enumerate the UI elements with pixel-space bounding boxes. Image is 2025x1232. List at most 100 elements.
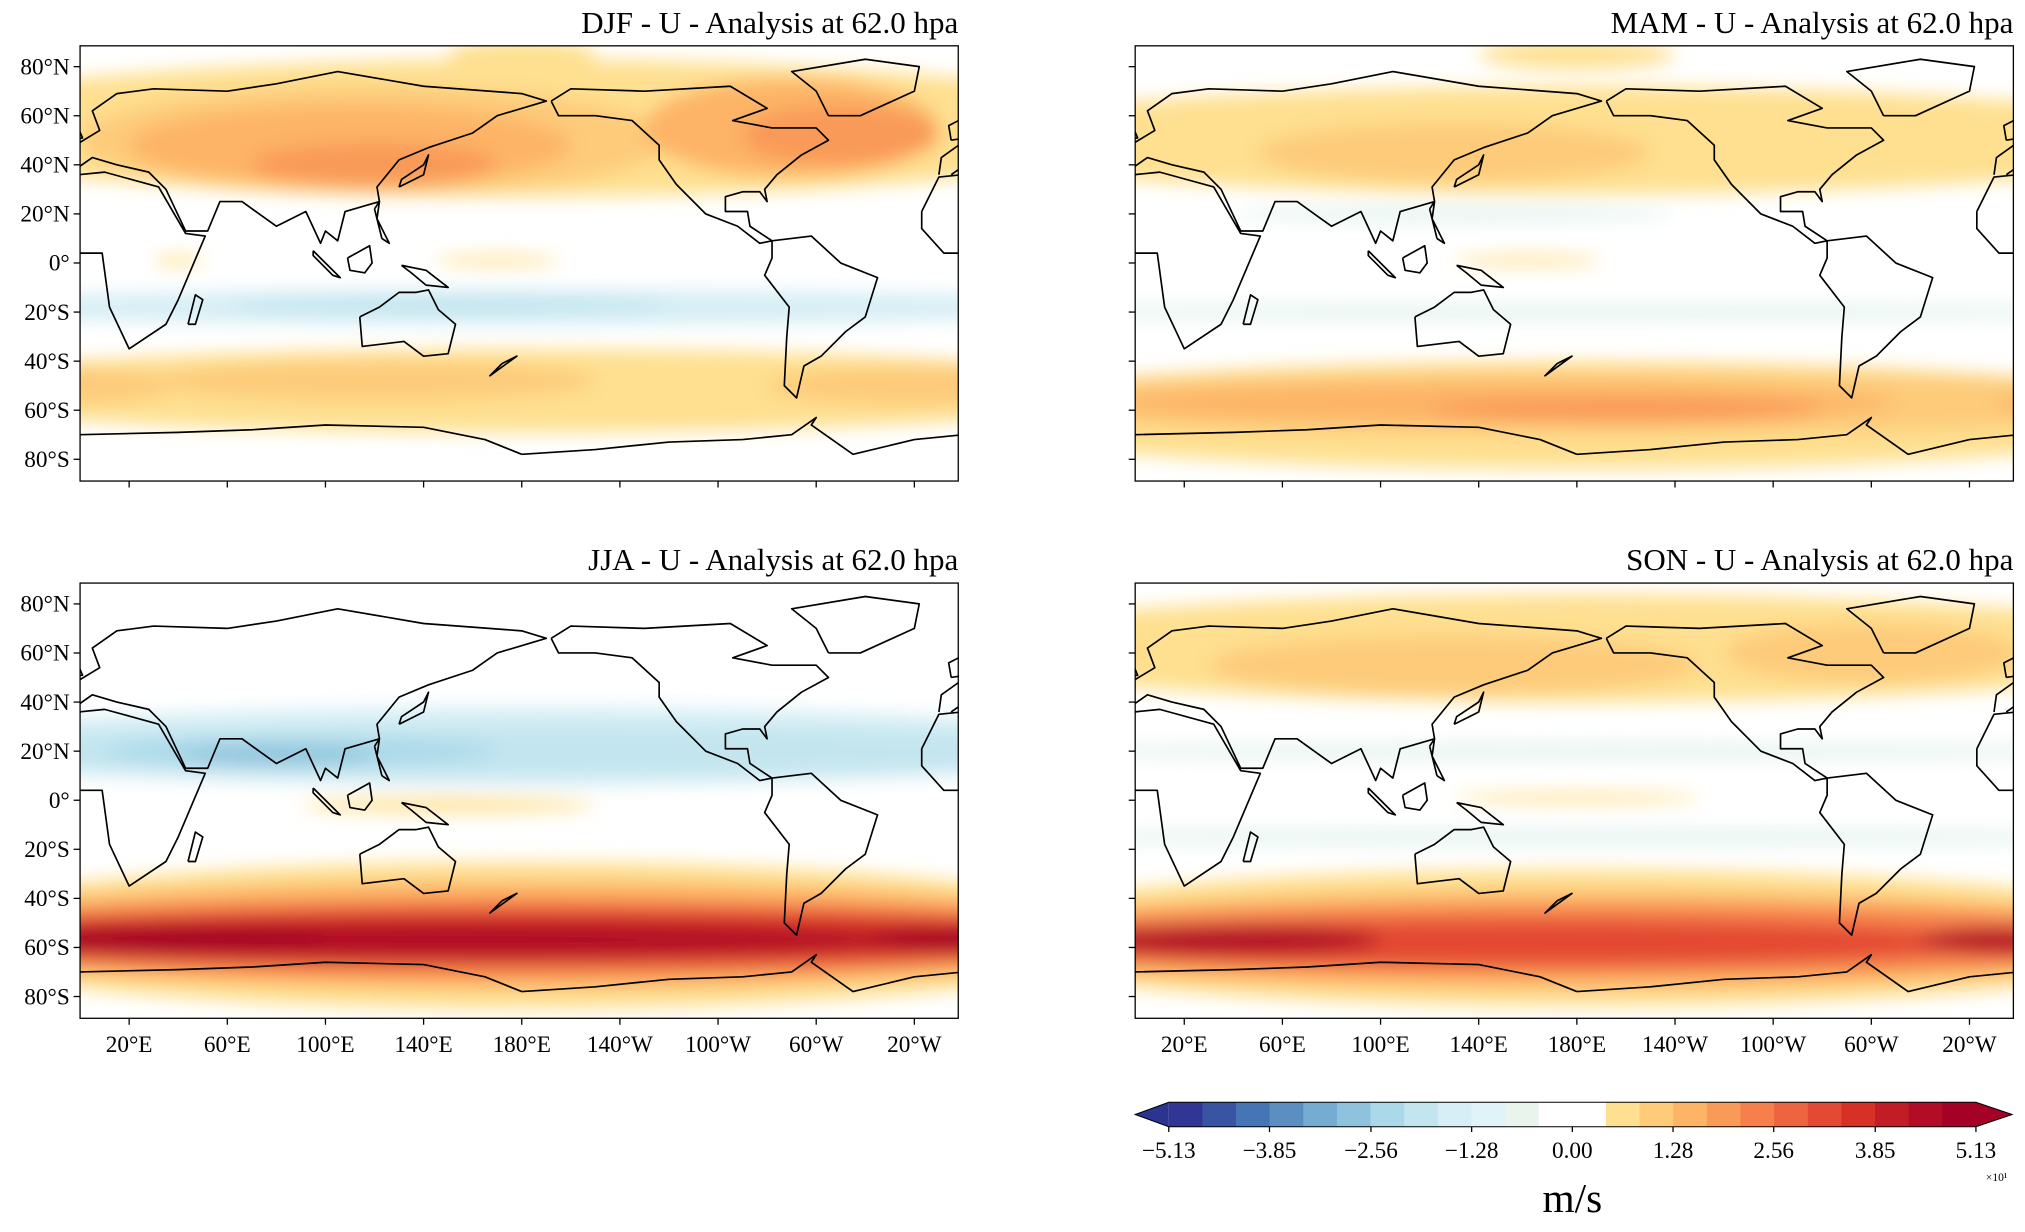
wind-contour bbox=[767, 366, 959, 406]
coastline bbox=[1135, 607, 1603, 993]
panel-title: MAM - U - Analysis at 62.0 hpa bbox=[1611, 5, 2014, 40]
lat-tick-label: 80°S bbox=[24, 984, 69, 1010]
lon-tick-label: 60°E bbox=[1259, 1032, 1306, 1058]
wind-contour bbox=[1454, 792, 1700, 803]
lon-tick-label: 140°W bbox=[1642, 1032, 1708, 1058]
wind-contour bbox=[1135, 928, 1185, 952]
panel-title: JJA - U - Analysis at 62.0 hpa bbox=[588, 542, 958, 577]
wind-contour bbox=[448, 45, 596, 70]
lat-tick-label: 60°N bbox=[20, 641, 70, 667]
wind-contour bbox=[767, 733, 959, 769]
wind-contour bbox=[80, 348, 959, 433]
map-panel: MAM - U - Analysis at 62.0 hpa bbox=[1128, 5, 2015, 488]
lat-tick-label: 40°S bbox=[24, 349, 69, 375]
lon-tick-label: 180°E bbox=[493, 1032, 551, 1058]
map-panel: JJA - U - Analysis at 62.0 hpa 80°N 60°N 40… bbox=[20, 542, 959, 1058]
lon-tick-label: 20°E bbox=[106, 1032, 153, 1058]
wind-contour bbox=[1822, 745, 2014, 757]
colorbar-tick-label: −3.85 bbox=[1243, 1138, 1297, 1164]
colorbar-tick-label: 0.00 bbox=[1552, 1138, 1593, 1164]
colorbar-level bbox=[1404, 1102, 1439, 1127]
colorbar-level bbox=[1202, 1102, 1237, 1127]
wind-contour bbox=[435, 255, 559, 266]
lat-tick-label: 20°N bbox=[20, 739, 70, 765]
colorbar-level bbox=[1370, 1102, 1405, 1127]
lat-tick-label: 60°S bbox=[24, 398, 69, 424]
colorbar-level bbox=[1908, 1102, 1943, 1127]
map-area bbox=[80, 583, 959, 1019]
wind-contour bbox=[80, 928, 130, 947]
colorbar-level bbox=[1807, 1102, 1843, 1127]
lat-tick-label: 0° bbox=[49, 251, 70, 277]
colorbar-level bbox=[1168, 1102, 1204, 1127]
lon-tick-label: 60°W bbox=[1844, 1032, 1899, 1058]
colorbar-level bbox=[1303, 1102, 1338, 1127]
colorbar-level bbox=[1572, 1102, 1607, 1127]
wind-contour bbox=[251, 142, 498, 187]
colorbar-level bbox=[1538, 1102, 1573, 1127]
wind-contour bbox=[1208, 635, 1700, 695]
colorbar-extend-low bbox=[1135, 1102, 1169, 1127]
wind-contour bbox=[1822, 380, 2014, 426]
coastline bbox=[521, 58, 959, 456]
colorbar-level bbox=[1740, 1102, 1775, 1127]
lat-tick-label: 40°N bbox=[20, 153, 70, 179]
lon-tick-label: 60°W bbox=[789, 1032, 844, 1058]
wind-contour bbox=[153, 361, 596, 401]
lon-tick-label: 20°W bbox=[1942, 1032, 1997, 1058]
wind-field bbox=[1135, 45, 2014, 470]
colorbar-tick-label: 2.56 bbox=[1753, 1138, 1794, 1164]
map-area bbox=[80, 45, 1086, 482]
colorbar-level bbox=[1942, 1102, 1977, 1127]
wind-contour bbox=[1135, 925, 1381, 955]
lon-tick-label: 140°W bbox=[587, 1032, 653, 1058]
lat-tick-label: 20°N bbox=[20, 202, 70, 228]
lat-tick-label: 80°N bbox=[20, 592, 70, 618]
map-panel: SON - U - Analysis at 62.0 hpa 20°E 60°E 10… bbox=[1128, 542, 2015, 1058]
colorbar-level bbox=[1875, 1102, 1910, 1127]
colorbar-level bbox=[1236, 1102, 1271, 1127]
coastline bbox=[1576, 58, 2014, 456]
colorbar-level bbox=[1639, 1102, 1674, 1127]
wind-contour bbox=[153, 255, 203, 266]
panel-title: SON - U - Analysis at 62.0 hpa bbox=[1626, 542, 2014, 577]
lon-tick-label: 100°E bbox=[1351, 1032, 1409, 1058]
colorbar-tick-label: −2.56 bbox=[1344, 1138, 1398, 1164]
lon-tick-label: 60°E bbox=[204, 1032, 251, 1058]
map-area bbox=[1135, 583, 2014, 1019]
wind-contour bbox=[80, 925, 326, 950]
map-area bbox=[1135, 45, 2014, 482]
wind-contour bbox=[1920, 927, 2014, 953]
coastline bbox=[521, 595, 959, 993]
coastline bbox=[1576, 595, 2014, 993]
colorbar-tick-label: 5.13 bbox=[1956, 1138, 1997, 1164]
wind-contour bbox=[1233, 206, 1676, 222]
wind-contour bbox=[1724, 623, 2014, 683]
wind-contour bbox=[227, 294, 669, 315]
wind-contour bbox=[1135, 304, 2014, 320]
coastline bbox=[80, 70, 548, 456]
colorbar-tick-label: −5.13 bbox=[1142, 1138, 1196, 1164]
colorbar-level bbox=[1605, 1102, 1641, 1127]
lon-tick-label: 100°E bbox=[296, 1032, 354, 1058]
colorbar-tick-label: 3.85 bbox=[1855, 1138, 1896, 1164]
colorbar-level bbox=[1336, 1102, 1372, 1127]
colorbar-level bbox=[1706, 1102, 1742, 1127]
wind-contour bbox=[1429, 397, 1823, 423]
lon-tick-label: 100°W bbox=[685, 1032, 751, 1058]
wind-contour bbox=[1478, 45, 1675, 70]
lon-tick-label: 20°E bbox=[1161, 1032, 1208, 1058]
lat-tick-label: 20°S bbox=[24, 300, 69, 326]
lon-tick-label: 140°E bbox=[394, 1032, 452, 1058]
colorbar-exponent: ×10¹ bbox=[1986, 1171, 2008, 1184]
wind-contour bbox=[1135, 743, 2014, 759]
wind-contour bbox=[1037, 256, 1086, 266]
lat-tick-label: 60°S bbox=[24, 935, 69, 961]
lat-tick-label: 0° bbox=[49, 788, 70, 814]
lat-tick-label: 80°S bbox=[24, 447, 69, 473]
wind-contour bbox=[80, 367, 179, 405]
colorbar-level bbox=[1505, 1102, 1540, 1127]
wind-contour bbox=[1822, 101, 2014, 179]
lat-tick-label: 20°S bbox=[24, 837, 69, 863]
